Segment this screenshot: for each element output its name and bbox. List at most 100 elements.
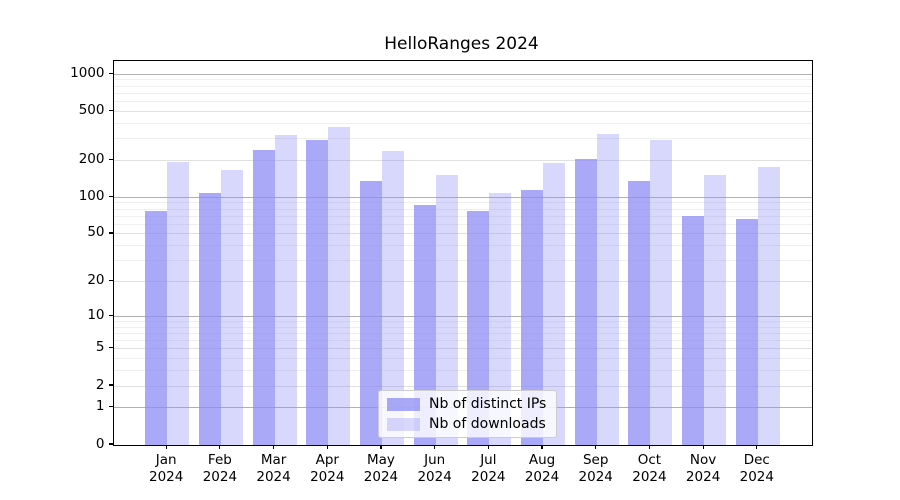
x-axis-tick-label: Dec 2024 bbox=[717, 452, 797, 486]
y-axis-tick-label: 100 bbox=[78, 187, 105, 204]
x-axis-tick-year: 2024 bbox=[149, 469, 184, 485]
x-axis-tick-year: 2024 bbox=[632, 469, 667, 485]
x-axis-tick-year: 2024 bbox=[202, 469, 238, 485]
gridline-major bbox=[113, 73, 812, 75]
bar-distinct-ips bbox=[198, 192, 221, 445]
x-tick-mark bbox=[648, 445, 650, 450]
bar-downloads bbox=[596, 134, 619, 445]
x-tick-mark bbox=[219, 445, 221, 450]
x-tick-mark bbox=[380, 445, 382, 450]
bar-distinct-ips bbox=[521, 190, 544, 445]
x-tick-mark bbox=[434, 445, 436, 450]
gridline-minor-major bbox=[113, 348, 812, 350]
x-tick-mark bbox=[487, 445, 489, 450]
legend: Nb of distinct IPs Nb of downloads bbox=[378, 390, 558, 438]
x-axis-tick-label: Jul 2024 bbox=[448, 452, 528, 486]
x-axis-tick-year: 2024 bbox=[685, 469, 721, 485]
gridline-minor bbox=[113, 138, 812, 140]
x-axis-tick-label: Aug 2024 bbox=[502, 452, 582, 486]
x-axis-tick-label: Feb 2024 bbox=[180, 452, 260, 486]
bar-distinct-ips bbox=[628, 180, 651, 445]
y-axis-tick-label: 200 bbox=[78, 150, 105, 167]
bar-downloads bbox=[704, 175, 727, 445]
x-tick-mark bbox=[165, 445, 167, 450]
y-tick-mark bbox=[108, 158, 113, 160]
gridline-major bbox=[113, 315, 812, 317]
bar-distinct-ips bbox=[359, 181, 382, 445]
y-axis-tick-label: 500 bbox=[78, 101, 105, 118]
bar-distinct-ips bbox=[574, 158, 597, 445]
y-tick-mark bbox=[108, 195, 113, 197]
y-tick-mark bbox=[108, 406, 113, 408]
x-axis-tick-year: 2024 bbox=[363, 469, 399, 485]
x-axis-tick-label: Mar 2024 bbox=[234, 452, 314, 486]
gridline-minor-major bbox=[113, 281, 812, 283]
bar-distinct-ips bbox=[735, 219, 758, 445]
x-tick-mark bbox=[702, 445, 704, 450]
y-tick-mark bbox=[108, 384, 113, 386]
x-tick-mark bbox=[326, 445, 328, 450]
plot-area bbox=[112, 60, 813, 446]
legend-label-downloads: Nb of downloads bbox=[429, 416, 546, 432]
y-tick-mark bbox=[108, 347, 113, 349]
x-tick-mark bbox=[756, 445, 758, 450]
legend-swatch-downloads bbox=[387, 417, 420, 431]
gridline-minor bbox=[113, 122, 812, 124]
y-axis-tick-label: 10 bbox=[87, 306, 105, 323]
gridline-minor bbox=[113, 332, 812, 334]
bar-downloads bbox=[650, 140, 673, 445]
gridline-minor-major bbox=[113, 110, 812, 112]
bar-distinct-ips bbox=[413, 204, 436, 445]
gridline-minor-major bbox=[113, 233, 812, 235]
x-axis-tick-label: Apr 2024 bbox=[287, 452, 367, 486]
bar-distinct-ips bbox=[145, 211, 168, 445]
chart-title: HelloRanges 2024 bbox=[384, 34, 539, 54]
x-axis-tick-year: 2024 bbox=[578, 469, 613, 485]
y-axis-tick-label: 20 bbox=[87, 272, 105, 289]
x-axis-tick-label: Nov 2024 bbox=[663, 452, 743, 486]
legend-swatch-distinct-ips bbox=[387, 397, 420, 411]
gridline-minor bbox=[113, 92, 812, 94]
legend-item-downloads: Nb of downloads bbox=[387, 416, 546, 432]
y-tick-mark bbox=[108, 314, 113, 316]
gridline-minor bbox=[113, 101, 812, 103]
gridline-minor bbox=[113, 85, 812, 87]
gridline-minor bbox=[113, 223, 812, 225]
bar-downloads bbox=[274, 135, 297, 445]
gridline-minor bbox=[113, 326, 812, 328]
y-axis-tick-label: 50 bbox=[87, 224, 105, 241]
gridline-minor-major bbox=[113, 159, 812, 161]
y-axis-tick-label: 1000 bbox=[70, 64, 105, 81]
bar-downloads bbox=[220, 169, 243, 445]
legend-label-distinct-ips: Nb of distinct IPs bbox=[429, 396, 547, 412]
bar-downloads bbox=[381, 151, 404, 445]
gridline-minor bbox=[113, 260, 812, 262]
x-axis-tick-year: 2024 bbox=[471, 469, 506, 485]
x-axis-tick-label: May 2024 bbox=[341, 452, 421, 486]
legend-item-distinct-ips: Nb of distinct IPs bbox=[387, 396, 546, 412]
y-tick-mark bbox=[108, 232, 113, 234]
gridline-minor bbox=[113, 215, 812, 217]
y-axis-tick-label: 1 bbox=[95, 398, 105, 415]
bar-downloads bbox=[328, 126, 351, 445]
x-axis-tick-label: Jan 2024 bbox=[126, 452, 206, 486]
gridline-minor bbox=[113, 340, 812, 342]
x-axis-tick-label: Sep 2024 bbox=[556, 452, 636, 486]
x-tick-mark bbox=[272, 445, 275, 450]
bar-distinct-ips bbox=[306, 140, 329, 445]
gridline-minor-major bbox=[113, 385, 812, 387]
gridline-minor bbox=[113, 370, 812, 372]
y-tick-mark bbox=[108, 443, 113, 445]
x-axis-tick-label: Jun 2024 bbox=[395, 452, 475, 486]
bar-downloads bbox=[757, 166, 780, 445]
y-tick-mark bbox=[108, 72, 113, 74]
bar-downloads bbox=[167, 162, 190, 445]
y-tick-mark bbox=[108, 280, 113, 282]
gridline-minor bbox=[113, 358, 812, 360]
x-axis-tick-year: 2024 bbox=[739, 469, 774, 485]
bar-distinct-ips bbox=[682, 216, 705, 445]
bar-downloads bbox=[489, 192, 512, 445]
gridline-minor bbox=[113, 79, 812, 81]
x-axis-tick-label: Oct 2024 bbox=[609, 452, 689, 486]
x-axis-tick-year: 2024 bbox=[310, 469, 345, 485]
